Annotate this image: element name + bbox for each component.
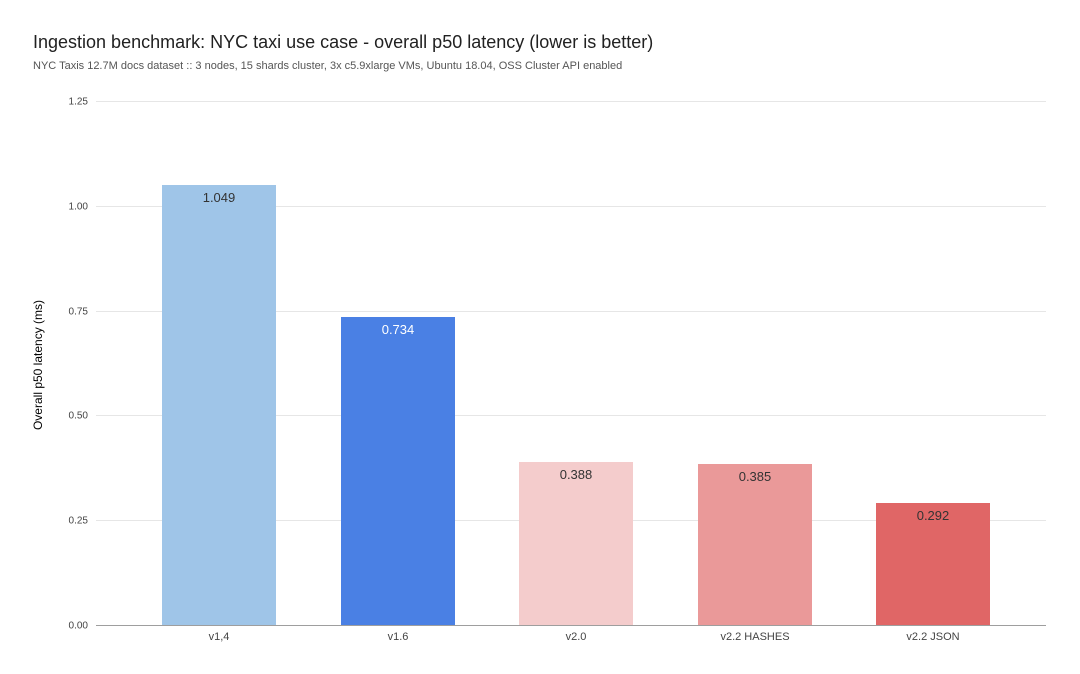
bar-v2.2 JSON[interactable]: 0.292 <box>876 503 990 625</box>
gridline-1.00 <box>96 206 1046 207</box>
bar-value-label: 1.049 <box>202 190 236 205</box>
xtick-label-v1,4: v1,4 <box>208 631 230 643</box>
ytick-label-0.25: 0.25 <box>68 515 88 526</box>
xtick-label-v2.2 HASHES: v2.2 HASHES <box>720 631 790 643</box>
bar-value-label: 0.292 <box>916 508 950 523</box>
ytick-label-0.50: 0.50 <box>68 410 88 421</box>
bar-v2.2 HASHES[interactable]: 0.385 <box>698 464 812 625</box>
xtick-label-v2.0: v2.0 <box>565 631 587 643</box>
bar-value-label: 0.734 <box>381 322 415 337</box>
gridline-0.75 <box>96 311 1046 312</box>
ytick-label-0.00: 0.00 <box>68 620 88 631</box>
bar-v1.6[interactable]: 0.734 <box>341 317 455 625</box>
ytick-label-1.25: 1.25 <box>68 96 88 107</box>
bar-v1,4[interactable]: 1.049 <box>162 185 276 625</box>
ytick-label-0.75: 0.75 <box>68 306 88 317</box>
xtick-label-v1.6: v1.6 <box>387 631 409 643</box>
bar-v2.0[interactable]: 0.388 <box>519 462 633 625</box>
ytick-label-1.00: 1.00 <box>68 201 88 212</box>
y-axis-title: Overall p50 latency (ms) <box>31 299 45 431</box>
chart-title: Ingestion benchmark: NYC taxi use case -… <box>33 32 654 52</box>
gridline-0.00 <box>96 625 1046 626</box>
xtick-label-v2.2 JSON: v2.2 JSON <box>906 631 960 643</box>
gridline-1.25 <box>96 101 1046 102</box>
gridline-0.50 <box>96 415 1046 416</box>
bar-value-label: 0.385 <box>738 469 772 484</box>
bar-value-label: 0.388 <box>559 467 593 482</box>
chart-subtitle: NYC Taxis 12.7M docs dataset :: 3 nodes,… <box>33 60 623 72</box>
